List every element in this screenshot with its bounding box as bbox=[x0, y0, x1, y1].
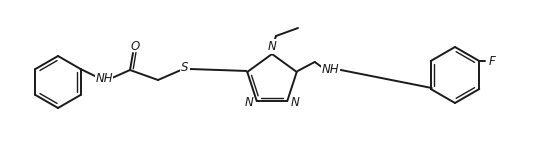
Text: NH: NH bbox=[95, 72, 113, 84]
Text: N: N bbox=[290, 96, 299, 108]
Text: N: N bbox=[245, 96, 254, 108]
Text: S: S bbox=[181, 60, 189, 74]
Text: NH: NH bbox=[322, 63, 339, 76]
Text: O: O bbox=[131, 39, 140, 53]
Text: F: F bbox=[489, 55, 495, 67]
Text: N: N bbox=[268, 40, 276, 53]
